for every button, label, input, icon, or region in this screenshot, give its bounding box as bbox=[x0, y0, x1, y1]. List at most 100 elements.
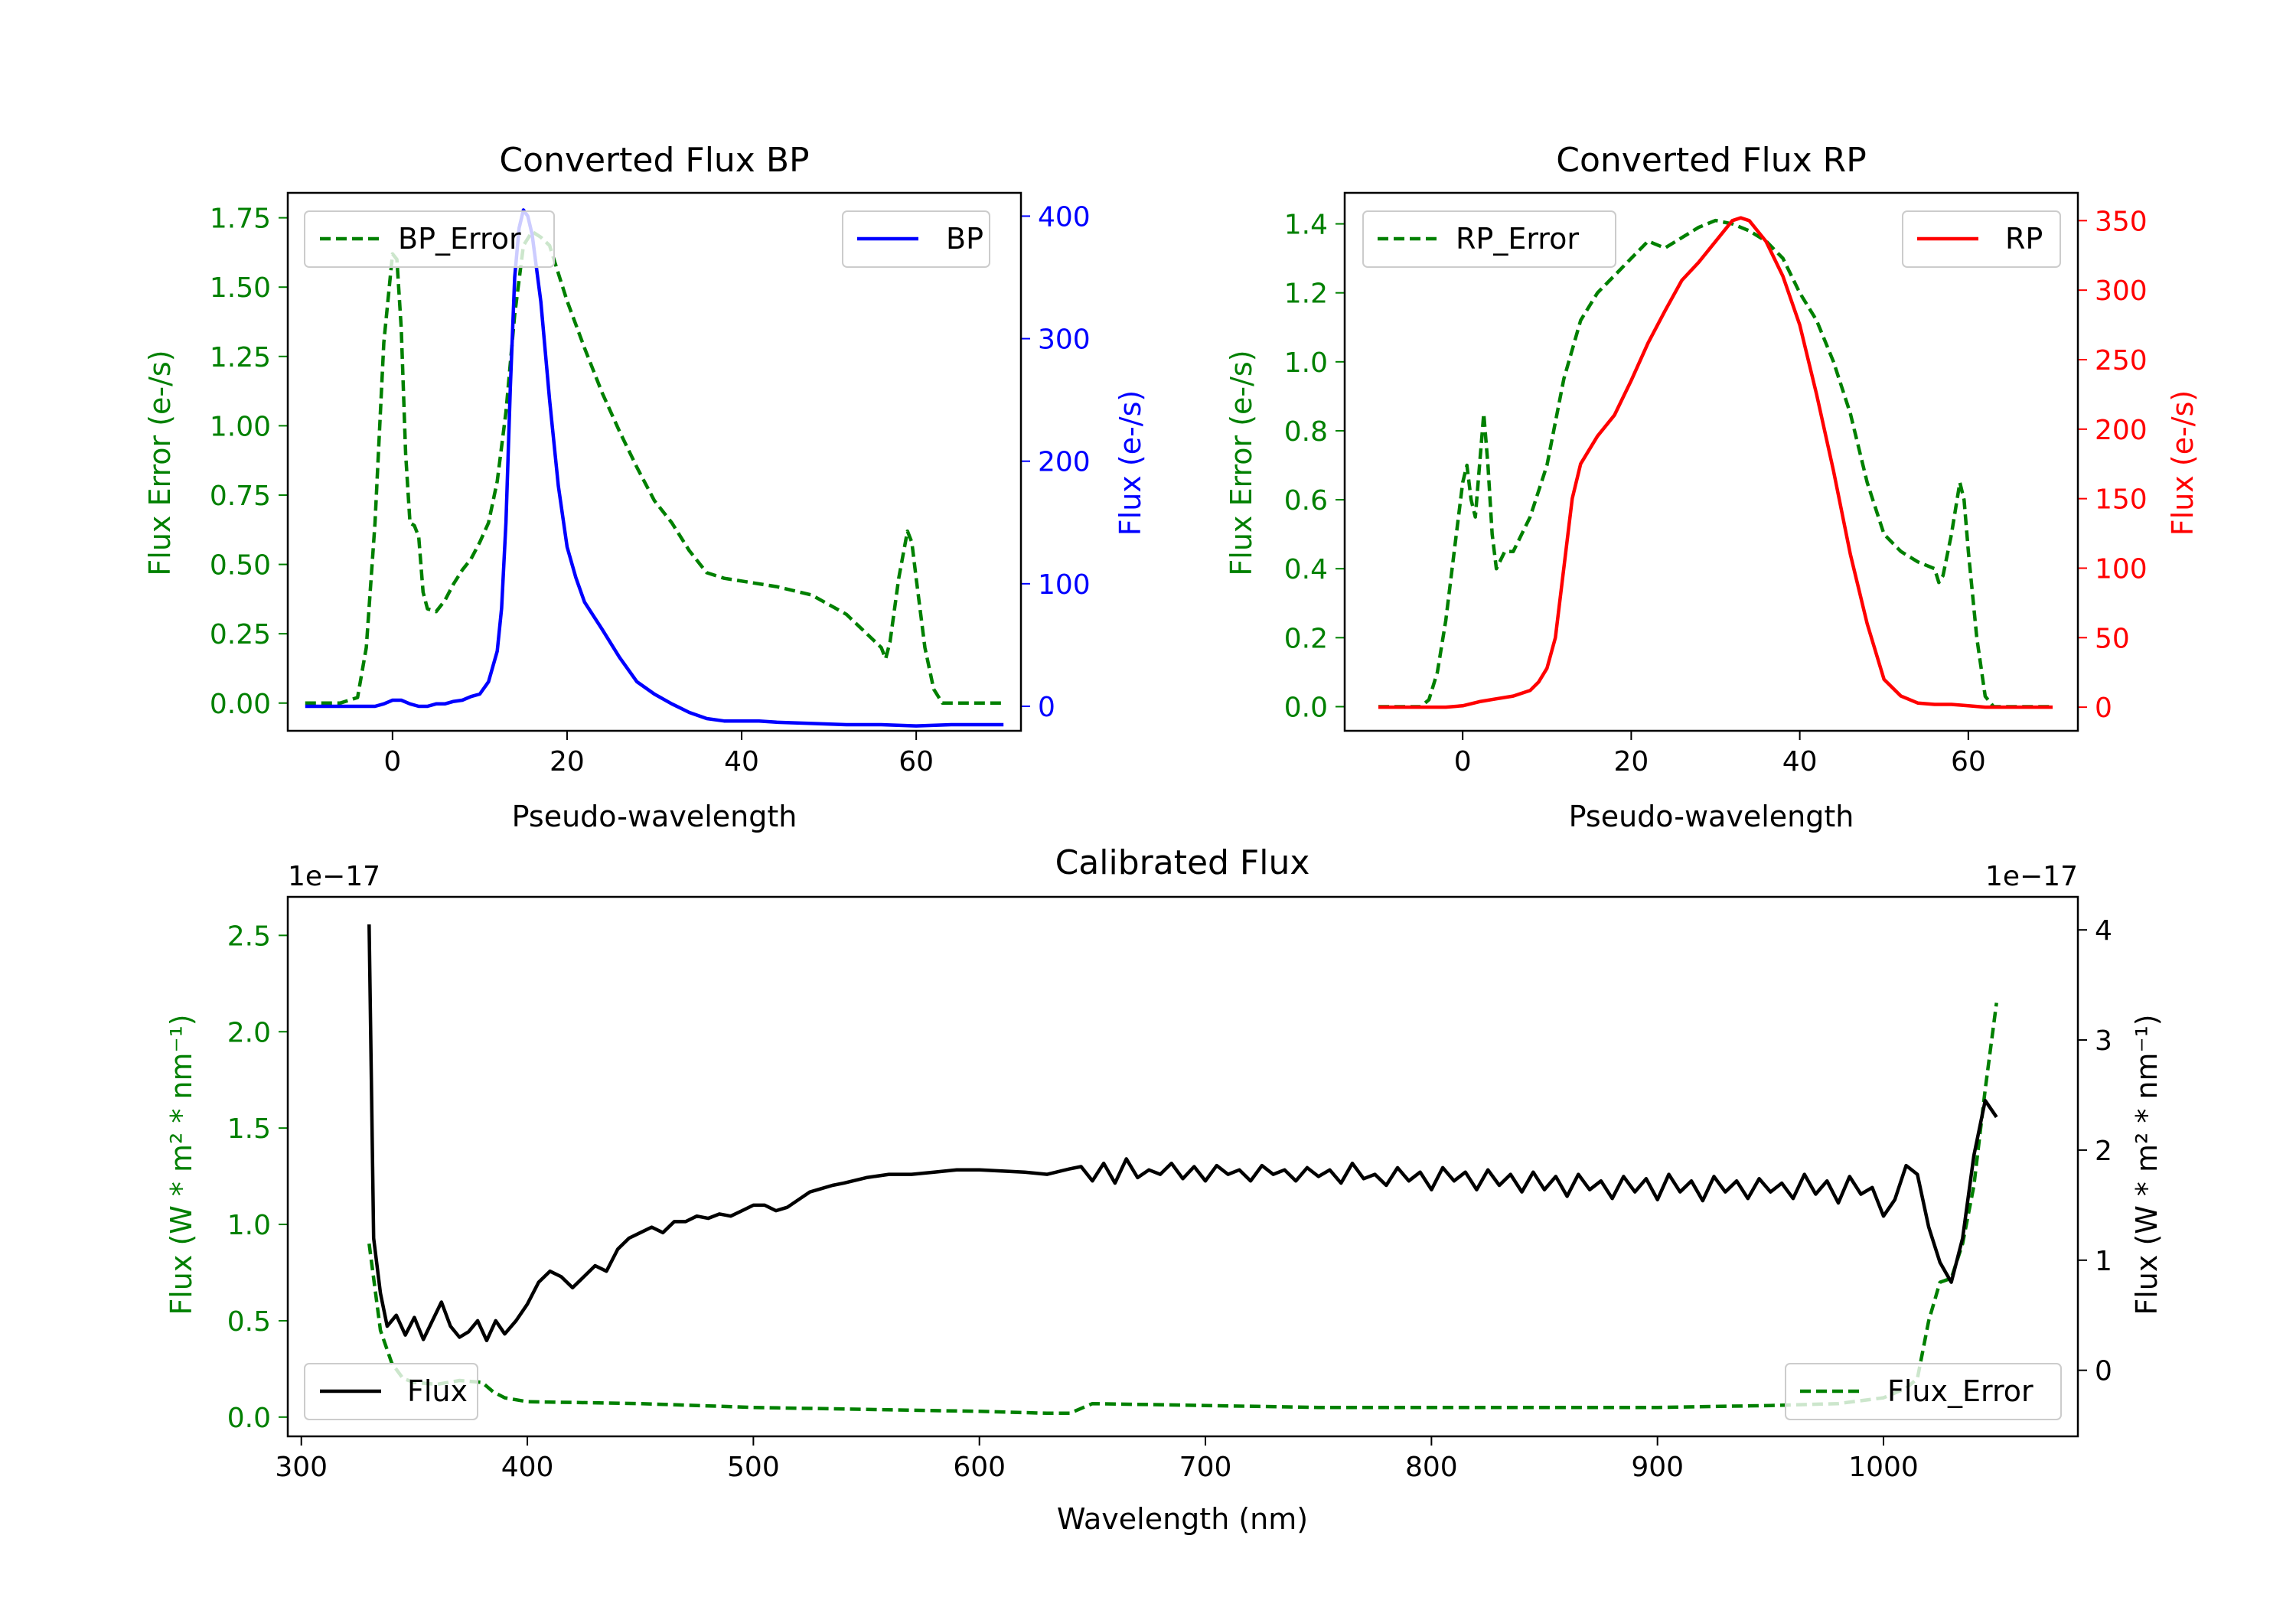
bp-frame bbox=[286, 191, 1022, 732]
rp-right-y-tick-label: 350 bbox=[2095, 206, 2148, 237]
cal-x-tick-label: 300 bbox=[275, 1452, 328, 1483]
rp-panel: Converted Flux RP 0 20 40 60 0.00.20.40.60.… bbox=[1225, 141, 2200, 833]
bp-left-y-ticks: 0.00 0.25 0.50 0.75 1.00 1.25 1.50 1.75 bbox=[210, 204, 288, 720]
rp-left-y-tick-label: 0.8 bbox=[1284, 416, 1328, 448]
bp-left-y-tick-label: 0.75 bbox=[210, 481, 271, 512]
cal-right-y-tick-label: 0 bbox=[2095, 1356, 2112, 1387]
cal-x-label: Wavelength (nm) bbox=[1057, 1502, 1308, 1536]
cal-right-offset-label: 1e−17 bbox=[1985, 861, 2078, 892]
rp-right-y-ticks: 0 50 100 150 200 250 300 350 bbox=[2078, 206, 2148, 724]
bp-left-y-tick-label: 1.50 bbox=[210, 272, 271, 304]
rp-left-y-tick-label: 1.4 bbox=[1284, 210, 1328, 241]
bp-x-tick-label: 60 bbox=[899, 746, 934, 777]
cal-legend-flux-label: Flux bbox=[407, 1374, 468, 1408]
cal-x-tick-label: 600 bbox=[953, 1452, 1006, 1483]
rp-left-y-ticks: 0.0 0.2 0.4 0.6 0.8 1.0 1.2 1.4 bbox=[1284, 210, 1345, 723]
bp-series-bp bbox=[305, 208, 1004, 728]
cal-x-ticks: 300 400 500 600 700 800 900 1000 bbox=[275, 1436, 1919, 1483]
rp-legend-flux-label: RP bbox=[2005, 222, 2043, 256]
cal-legend-right: Flux_Error bbox=[1785, 1363, 2062, 1420]
rp-frame bbox=[1343, 191, 2079, 732]
cal-series-flux-error bbox=[367, 1002, 1998, 1416]
cal-legend-error-label: Flux_Error bbox=[1887, 1374, 2033, 1408]
cal-left-y-ticks: 0.0 0.5 1.0 1.5 2.0 2.5 bbox=[227, 921, 288, 1434]
bp-legend-right: BP bbox=[842, 210, 990, 268]
rp-right-y-tick-label: 100 bbox=[2095, 553, 2148, 585]
cal-legend-left: Flux bbox=[304, 1363, 478, 1420]
cal-right-y-tick-label: 4 bbox=[2095, 915, 2112, 947]
rp-left-y-tick-label: 0.6 bbox=[1284, 485, 1328, 517]
rp-right-y-tick-label: 0 bbox=[2095, 693, 2112, 724]
bp-title: Converted Flux BP bbox=[499, 141, 809, 180]
cal-right-y-ticks: 0 1 2 3 4 bbox=[2078, 915, 2112, 1387]
bp-x-ticks: 0 20 40 60 bbox=[383, 731, 934, 777]
bp-right-y-tick-label: 300 bbox=[1038, 324, 1091, 356]
cal-left-y-tick-label: 0.5 bbox=[227, 1306, 271, 1338]
rp-left-y-tick-label: 1.0 bbox=[1284, 347, 1328, 379]
bp-left-y-tick-label: 1.25 bbox=[210, 342, 271, 373]
rp-title: Converted Flux RP bbox=[1556, 141, 1867, 180]
bp-plot-area bbox=[305, 208, 1004, 728]
rp-x-ticks: 0 20 40 60 bbox=[1454, 731, 1986, 777]
cal-x-tick-label: 800 bbox=[1405, 1452, 1458, 1483]
bp-right-y-tick-label: 100 bbox=[1038, 569, 1091, 601]
bp-left-y-tick-label: 0.00 bbox=[210, 689, 271, 720]
rp-right-y-tick-label: 300 bbox=[2095, 275, 2148, 307]
bp-left-y-tick-label: 0.25 bbox=[210, 619, 271, 650]
rp-series-rp-error bbox=[1378, 218, 2053, 709]
cal-right-y-tick-label: 1 bbox=[2095, 1246, 2112, 1277]
rp-legend-right: RP bbox=[1902, 210, 2061, 268]
rp-plot-area bbox=[1378, 216, 2053, 709]
cal-series-flux bbox=[367, 924, 1998, 1343]
cal-x-tick-label: 700 bbox=[1179, 1452, 1232, 1483]
cal-x-tick-label: 400 bbox=[501, 1452, 554, 1483]
cal-left-y-tick-label: 1.0 bbox=[227, 1210, 271, 1241]
bp-left-y-tick-label: 1.75 bbox=[210, 204, 271, 235]
cal-left-y-tick-label: 2.5 bbox=[227, 921, 271, 952]
rp-right-y-tick-label: 50 bbox=[2095, 623, 2130, 654]
rp-right-y-tick-label: 200 bbox=[2095, 415, 2148, 446]
cal-left-y-tick-label: 1.5 bbox=[227, 1113, 271, 1145]
rp-left-y-tick-label: 0.2 bbox=[1284, 623, 1328, 654]
rp-left-y-tick-label: 1.2 bbox=[1284, 279, 1328, 310]
bp-legend-error-label: BP_Error bbox=[398, 222, 521, 256]
rp-left-y-tick-label: 0.0 bbox=[1284, 692, 1328, 723]
rp-left-y-tick-label: 0.4 bbox=[1284, 554, 1328, 585]
bp-legend-flux-label: BP bbox=[946, 222, 983, 256]
bp-x-tick-label: 20 bbox=[550, 746, 585, 777]
bp-left-y-tick-label: 1.00 bbox=[210, 411, 271, 442]
cal-right-y-tick-label: 3 bbox=[2095, 1025, 2112, 1057]
cal-title: Calibrated Flux bbox=[1055, 843, 1310, 882]
rp-left-y-label: Flux Error (e-/s) bbox=[1225, 350, 1258, 575]
rp-x-tick-label: 60 bbox=[1951, 746, 1986, 777]
bp-right-y-label: Flux (e-/s) bbox=[1114, 390, 1147, 536]
rp-right-y-tick-label: 150 bbox=[2095, 484, 2148, 516]
cal-plot-area bbox=[367, 924, 1998, 1416]
bp-right-y-tick-label: 400 bbox=[1038, 201, 1091, 233]
rp-right-y-label: Flux (e-/s) bbox=[2166, 390, 2200, 536]
cal-x-tick-label: 900 bbox=[1631, 1452, 1684, 1483]
bp-x-tick-label: 0 bbox=[383, 746, 401, 777]
bp-right-y-ticks: 0 100 200 300 400 bbox=[1021, 201, 1091, 723]
cal-x-tick-label: 1000 bbox=[1848, 1452, 1919, 1483]
cal-right-y-label: Flux (W * m² * nm⁻¹) bbox=[2130, 1014, 2164, 1315]
rp-x-tick-label: 20 bbox=[1613, 746, 1649, 777]
bp-x-label: Pseudo-wavelength bbox=[512, 800, 797, 833]
rp-right-y-tick-label: 250 bbox=[2095, 345, 2148, 376]
bp-x-tick-label: 40 bbox=[724, 746, 759, 777]
cal-left-y-tick-label: 2.0 bbox=[227, 1017, 271, 1048]
bp-right-y-tick-label: 200 bbox=[1038, 447, 1091, 478]
rp-x-label: Pseudo-wavelength bbox=[1569, 800, 1854, 833]
bp-legend-left: BP_Error bbox=[304, 210, 555, 268]
rp-legend-left: RP_Error bbox=[1362, 210, 1616, 268]
rp-x-tick-label: 40 bbox=[1782, 746, 1818, 777]
bp-series-bp-error bbox=[305, 230, 1004, 706]
cal-right-y-tick-label: 2 bbox=[2095, 1136, 2112, 1167]
cal-left-offset-label: 1e−17 bbox=[288, 861, 380, 892]
rp-legend-error-label: RP_Error bbox=[1456, 222, 1579, 256]
bp-right-y-tick-label: 0 bbox=[1038, 692, 1055, 723]
bp-panel: Converted Flux BP 0 20 40 60 0.000.250.500.… bbox=[143, 141, 1147, 833]
cal-left-y-tick-label: 0.0 bbox=[227, 1403, 271, 1434]
rp-x-tick-label: 0 bbox=[1454, 746, 1472, 777]
